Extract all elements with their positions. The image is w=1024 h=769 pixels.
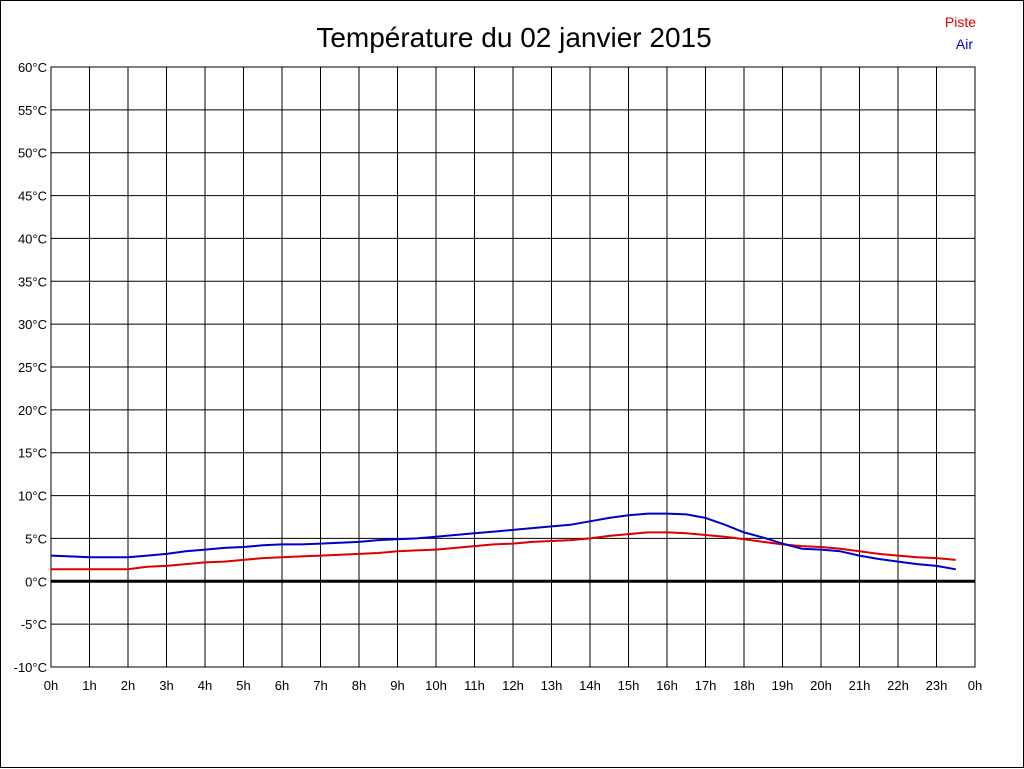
legend-item-piste: Piste bbox=[945, 14, 976, 30]
y-tick-label: 50°C bbox=[18, 146, 47, 161]
x-tick-label: 17h bbox=[695, 678, 717, 693]
x-tick-label: 15h bbox=[618, 678, 640, 693]
x-tick-label: 23h bbox=[926, 678, 948, 693]
x-tick-label: 13h bbox=[541, 678, 563, 693]
y-tick-label: 20°C bbox=[18, 403, 47, 418]
y-tick-label: 15°C bbox=[18, 446, 47, 461]
y-tick-label: 45°C bbox=[18, 189, 47, 204]
y-tick-label: 0°C bbox=[25, 574, 47, 589]
x-tick-label: 2h bbox=[121, 678, 135, 693]
x-tick-label: 6h bbox=[275, 678, 289, 693]
series-line-piste bbox=[51, 531, 956, 571]
x-tick-label: 16h bbox=[656, 678, 678, 693]
y-tick-label: 10°C bbox=[18, 489, 47, 504]
y-tick-label: 30°C bbox=[18, 317, 47, 332]
chart-title: Température du 02 janvier 2015 bbox=[316, 22, 711, 53]
x-tick-label: 3h bbox=[159, 678, 173, 693]
x-tick-label: 11h bbox=[464, 678, 485, 693]
x-tick-label: 9h bbox=[390, 678, 404, 693]
x-tick-label: 18h bbox=[733, 678, 755, 693]
y-tick-label: -5°C bbox=[21, 617, 47, 632]
y-tick-label: 55°C bbox=[18, 103, 47, 118]
y-tick-label: 40°C bbox=[18, 231, 47, 246]
x-tick-label: 20h bbox=[810, 678, 832, 693]
x-tick-label: 22h bbox=[887, 678, 909, 693]
x-tick-label: 1h bbox=[82, 678, 96, 693]
series-line-air bbox=[50, 512, 956, 571]
grid-layer bbox=[50, 66, 976, 668]
legend-item-air: Air bbox=[956, 36, 973, 52]
x-tick-label: 7h bbox=[313, 678, 327, 693]
y-tick-label: 5°C bbox=[25, 531, 47, 546]
x-tick-label: 21h bbox=[849, 678, 871, 693]
x-tick-label: 12h bbox=[502, 678, 524, 693]
y-tick-label: -10°C bbox=[14, 660, 47, 675]
x-tick-label: 14h bbox=[579, 678, 601, 693]
tick-layer: 0h 1h 2h 3h 4h 5h 6h 7h 8h 9h 10h 11h 12h 13h 14h 15h 16… bbox=[14, 60, 983, 693]
x-tick-label: 4h bbox=[198, 678, 212, 693]
x-tick-label: 5h bbox=[236, 678, 250, 693]
x-tick-label: 19h bbox=[772, 678, 794, 693]
y-tick-label: 60°C bbox=[18, 60, 47, 75]
series-layer bbox=[50, 512, 956, 571]
x-tick-label: 8h bbox=[352, 678, 366, 693]
x-tick-label: 0h bbox=[44, 678, 58, 693]
x-tick-label: 10h bbox=[425, 678, 447, 693]
x-tick-label: 0h bbox=[968, 678, 982, 693]
y-tick-label: 35°C bbox=[18, 274, 47, 289]
y-tick-label: 25°C bbox=[18, 360, 47, 375]
